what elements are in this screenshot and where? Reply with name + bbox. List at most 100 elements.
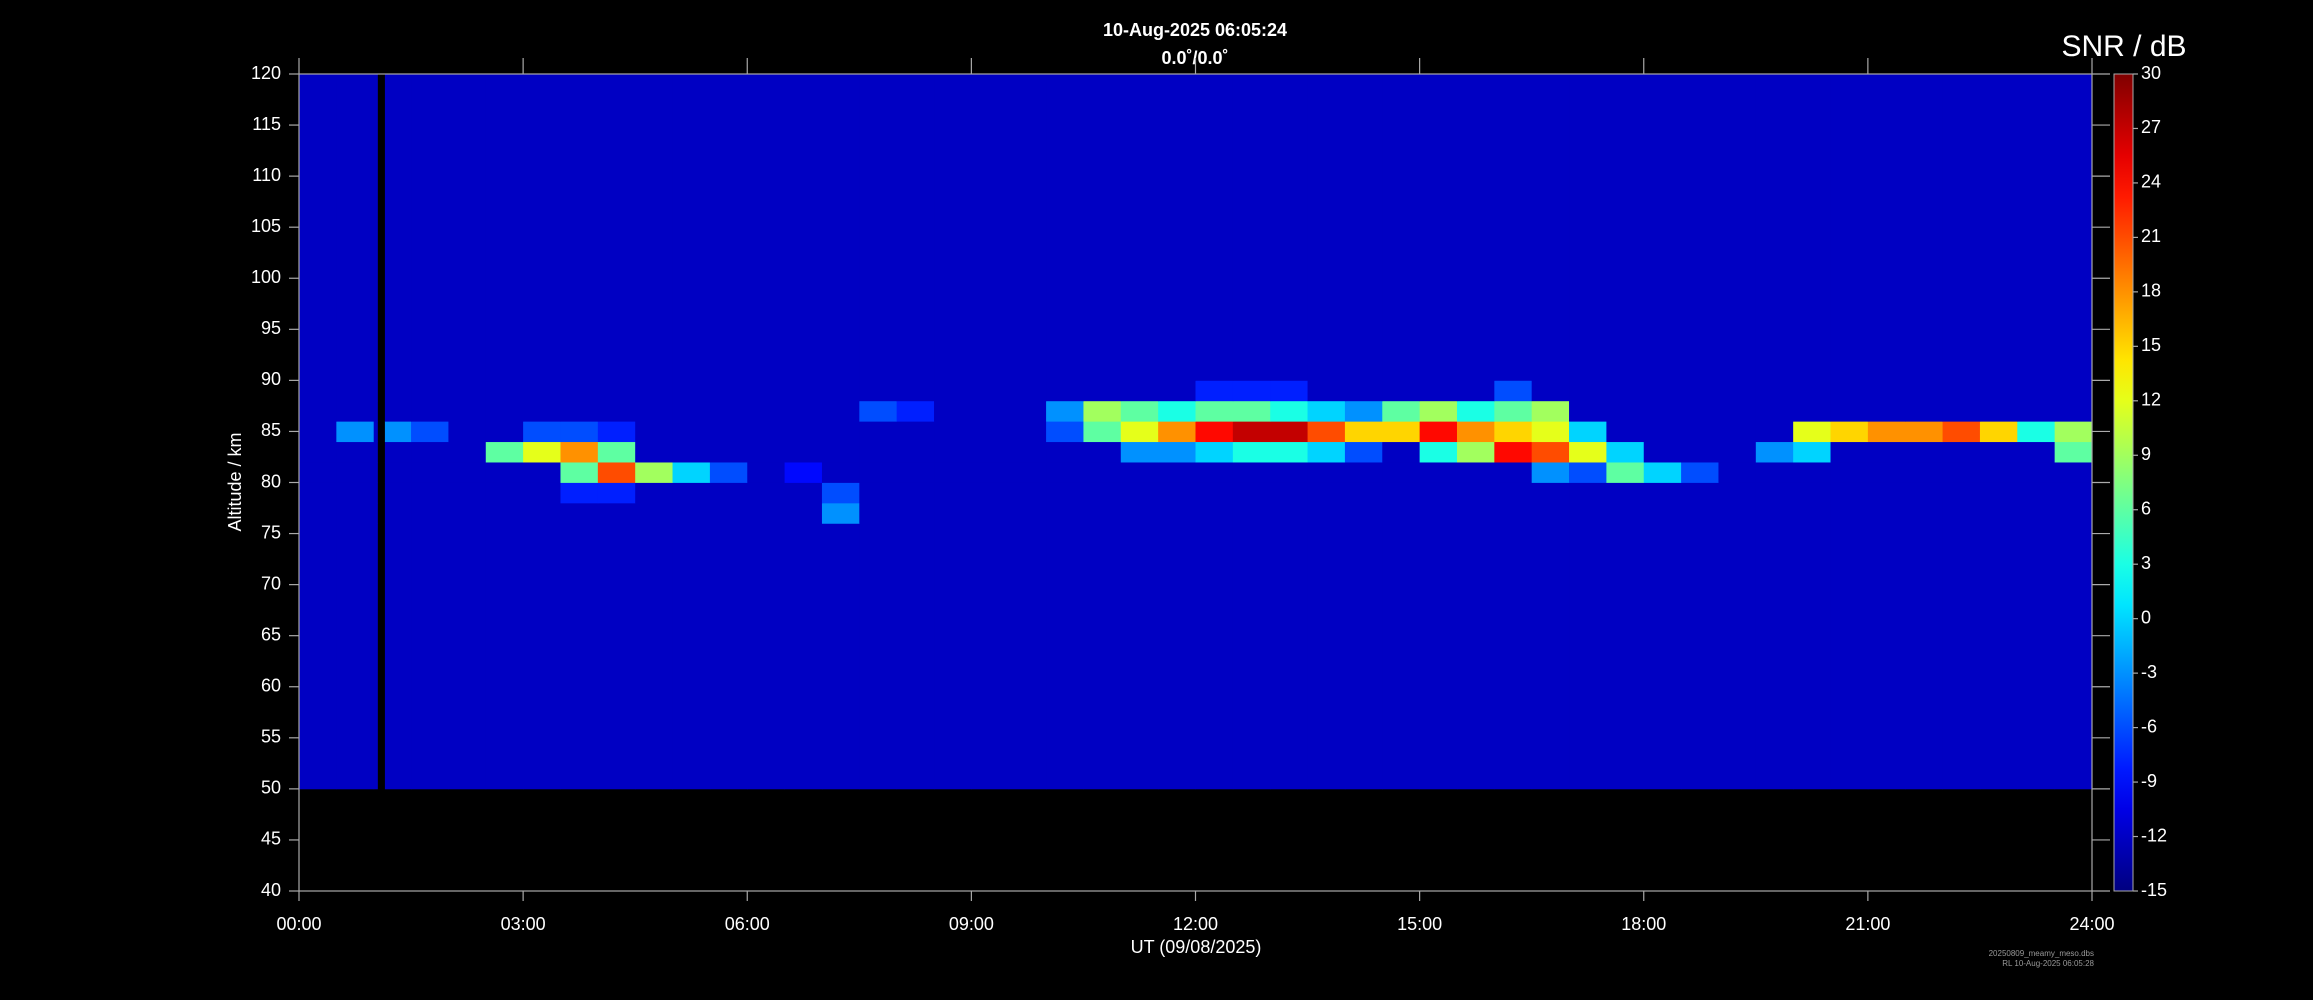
heatmap-cell — [485, 421, 524, 443]
heatmap-cell — [784, 421, 823, 443]
heatmap-cell — [635, 441, 673, 463]
heatmap-cell — [784, 502, 823, 524]
heatmap-cell — [1456, 380, 1495, 402]
heatmap-cell — [1158, 462, 1196, 483]
heatmap-cell — [1905, 441, 1943, 463]
heatmap-cell — [896, 421, 935, 443]
heatmap-cell — [896, 380, 935, 402]
heatmap-cell — [485, 74, 524, 381]
heatmap-cell — [560, 74, 599, 381]
heatmap-cell — [1494, 462, 1533, 483]
heatmap-cell — [934, 523, 972, 790]
heatmap-cell — [784, 523, 823, 790]
heatmap-cell — [373, 523, 378, 790]
heatmap-cell — [934, 380, 972, 402]
y-tick-label: 60 — [261, 676, 281, 696]
heatmap-cell — [1419, 380, 1458, 402]
y-tick-label: 105 — [251, 216, 281, 236]
heatmap-cell — [2017, 400, 2056, 422]
colorbar-tick-label: -9 — [2141, 771, 2157, 791]
heatmap-cell — [1120, 462, 1159, 483]
heatmap-cell — [1793, 482, 1831, 504]
heatmap-cell — [1344, 380, 1383, 402]
heatmap-cell — [1718, 441, 1757, 463]
heatmap-cell — [1494, 441, 1533, 463]
colorbar-tick-label: -6 — [2141, 716, 2157, 736]
heatmap-cell — [971, 482, 1010, 504]
heatmap-cell — [1419, 462, 1458, 483]
heatmap-cell — [1755, 441, 1794, 463]
heatmap-cell — [448, 74, 487, 381]
heatmap-cell — [1008, 400, 1047, 422]
heatmap-cell — [597, 74, 636, 381]
heatmap-cell — [934, 421, 972, 443]
heatmap-cell — [1643, 400, 1682, 422]
heatmap-cell — [971, 380, 1010, 402]
heatmap-cell — [1120, 74, 1159, 381]
heatmap-cell — [709, 523, 748, 790]
heatmap-cell — [1158, 441, 1196, 463]
heatmap-cell — [1979, 380, 2018, 402]
heatmap-cell — [896, 400, 935, 422]
heatmap-cell — [859, 502, 898, 524]
heatmap-cell — [1942, 462, 1981, 483]
heatmap-cell — [1456, 441, 1495, 463]
heatmap-cell — [2054, 74, 2093, 381]
heatmap-cell — [672, 421, 711, 443]
heatmap-cell — [934, 462, 972, 483]
heatmap-cell — [1494, 421, 1533, 443]
heatmap-cell — [1270, 400, 1308, 422]
heatmap-cell — [1830, 462, 1869, 483]
colorbar-tick-label: 18 — [2141, 281, 2161, 301]
heatmap-cell — [635, 421, 673, 443]
heatmap-cell — [1494, 502, 1533, 524]
heatmap-cell — [1531, 523, 1570, 790]
heatmap-cell — [635, 74, 673, 381]
heatmap-cell — [384, 523, 412, 790]
heatmap-cell — [1419, 400, 1458, 422]
heatmap-cell — [597, 502, 636, 524]
heatmap-cell — [1531, 400, 1570, 422]
heatmap-cell — [411, 523, 449, 790]
heatmap-cell — [896, 462, 935, 483]
heatmap-cell — [1979, 462, 2018, 483]
heatmap-cell — [1419, 523, 1458, 790]
heatmap-cell — [971, 421, 1010, 443]
heatmap-cell — [1232, 441, 1271, 463]
heatmap-cell — [1083, 523, 1122, 790]
heatmap-cell — [821, 421, 860, 443]
heatmap-cell — [1606, 380, 1645, 402]
heatmap-cell — [1867, 421, 1906, 443]
heatmap-cell — [1942, 441, 1981, 463]
x-tick-label: 24:00 — [2069, 914, 2114, 934]
heatmap-cell — [1456, 421, 1495, 443]
heatmap-cell — [1979, 400, 2018, 422]
heatmap-cell — [1569, 462, 1607, 483]
heatmap-cell — [1867, 74, 1906, 381]
heatmap-cell — [1606, 523, 1645, 790]
heatmap-cell — [1046, 400, 1084, 422]
heatmap-cell — [1569, 482, 1607, 504]
heatmap-cell — [336, 74, 375, 381]
heatmap-cell — [1344, 502, 1383, 524]
heatmap-cell — [1755, 502, 1794, 524]
heatmap-cell — [1718, 462, 1757, 483]
colorbar-tick-label: 24 — [2141, 172, 2161, 192]
heatmap-cell — [784, 380, 823, 402]
heatmap-cell — [821, 400, 860, 422]
heatmap-cell — [709, 502, 748, 524]
heatmap-cell — [1569, 441, 1607, 463]
heatmap-cell — [1867, 482, 1906, 504]
heatmap-cell — [1494, 74, 1533, 381]
heatmap-cell — [1083, 400, 1122, 422]
heatmap-cell — [1083, 74, 1122, 381]
x-tick-label: 15:00 — [1397, 914, 1442, 934]
heatmap-cell — [1569, 421, 1607, 443]
heatmap-cell — [1083, 482, 1122, 504]
heatmap-cell — [336, 421, 375, 443]
heatmap-cell — [1867, 523, 1906, 790]
heatmap-cell — [448, 380, 487, 402]
heatmap-cell — [1419, 441, 1458, 463]
heatmap-cell — [1643, 441, 1682, 463]
